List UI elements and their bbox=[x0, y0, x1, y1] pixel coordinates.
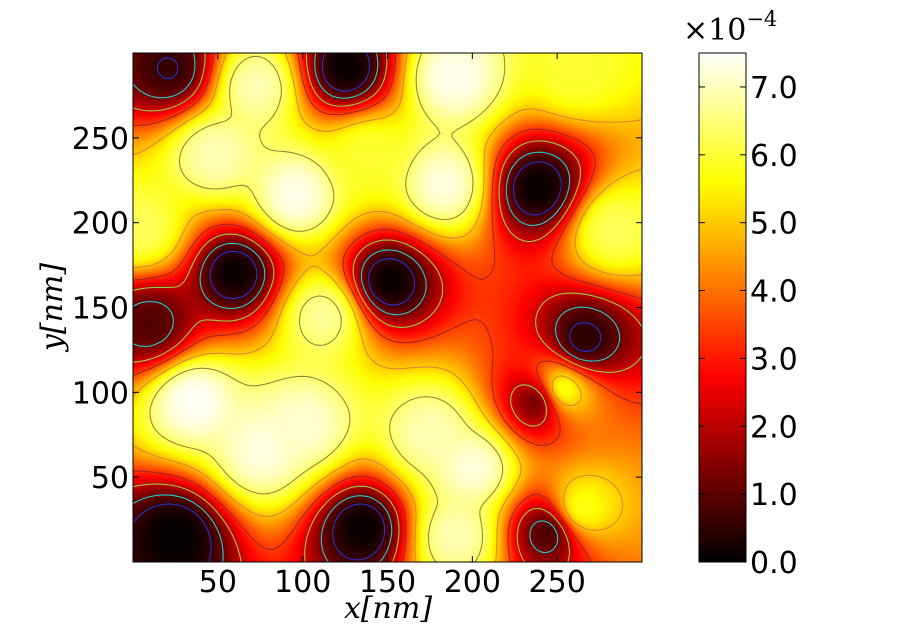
x-tick-label: 200 bbox=[444, 565, 501, 600]
x-axis-ticks: 50 100 150 200 250 bbox=[199, 53, 586, 600]
colorbar-exponent: −4 bbox=[746, 7, 777, 31]
y-axis-label: y[nm] bbox=[35, 263, 70, 353]
x-tick-label: 150 bbox=[359, 565, 416, 600]
colorbar-multiplier-base: ×10 bbox=[683, 13, 746, 48]
y-tick-label: 250 bbox=[72, 122, 129, 157]
colorbar-gradient bbox=[699, 53, 746, 562]
colorbar-multiplier: ×10−4 bbox=[683, 7, 777, 48]
y-tick-label: 50 bbox=[91, 461, 129, 496]
x-tick-label: 50 bbox=[199, 565, 237, 600]
contour-level bbox=[132, 52, 621, 563]
contour-level bbox=[132, 52, 643, 563]
contour-level bbox=[149, 52, 506, 563]
x-axis-label: x[nm] bbox=[344, 591, 432, 626]
x-tick-label: 250 bbox=[529, 565, 586, 600]
colorbar-tick-label: 2.0 bbox=[750, 410, 798, 445]
contour-level bbox=[132, 52, 602, 563]
colorbar: 0.0 1.0 2.0 3.0 4.0 5.0 6.0 7.0 ×10−4 bbox=[683, 7, 798, 581]
contour-lines bbox=[132, 52, 643, 563]
plot-area: 50 100 150 200 250 50 100 150 200 250 bbox=[72, 52, 643, 600]
y-tick-label: 150 bbox=[72, 292, 129, 327]
colorbar-tick-label: 7.0 bbox=[750, 71, 798, 106]
colorbar-tick-label: 6.0 bbox=[750, 139, 798, 174]
colorbar-tick-label: 5.0 bbox=[750, 207, 798, 242]
y-tick-label: 100 bbox=[72, 376, 129, 411]
y-tick-label: 200 bbox=[72, 207, 129, 242]
colorbar-ticks: 0.0 1.0 2.0 3.0 4.0 5.0 6.0 7.0 bbox=[699, 71, 798, 581]
contour-level bbox=[132, 52, 643, 563]
colorbar-tick-label: 3.0 bbox=[750, 342, 798, 377]
colorbar-tick-label: 1.0 bbox=[750, 478, 798, 513]
contour-level bbox=[132, 52, 643, 563]
colorbar-tick-label: 0.0 bbox=[750, 546, 798, 581]
colorbar-tick-label: 4.0 bbox=[750, 275, 798, 310]
heatmap-image bbox=[133, 53, 642, 562]
y-axis-ticks: 50 100 150 200 250 bbox=[72, 122, 642, 496]
x-tick-label: 100 bbox=[274, 565, 331, 600]
colorbar-frame bbox=[698, 52, 747, 563]
